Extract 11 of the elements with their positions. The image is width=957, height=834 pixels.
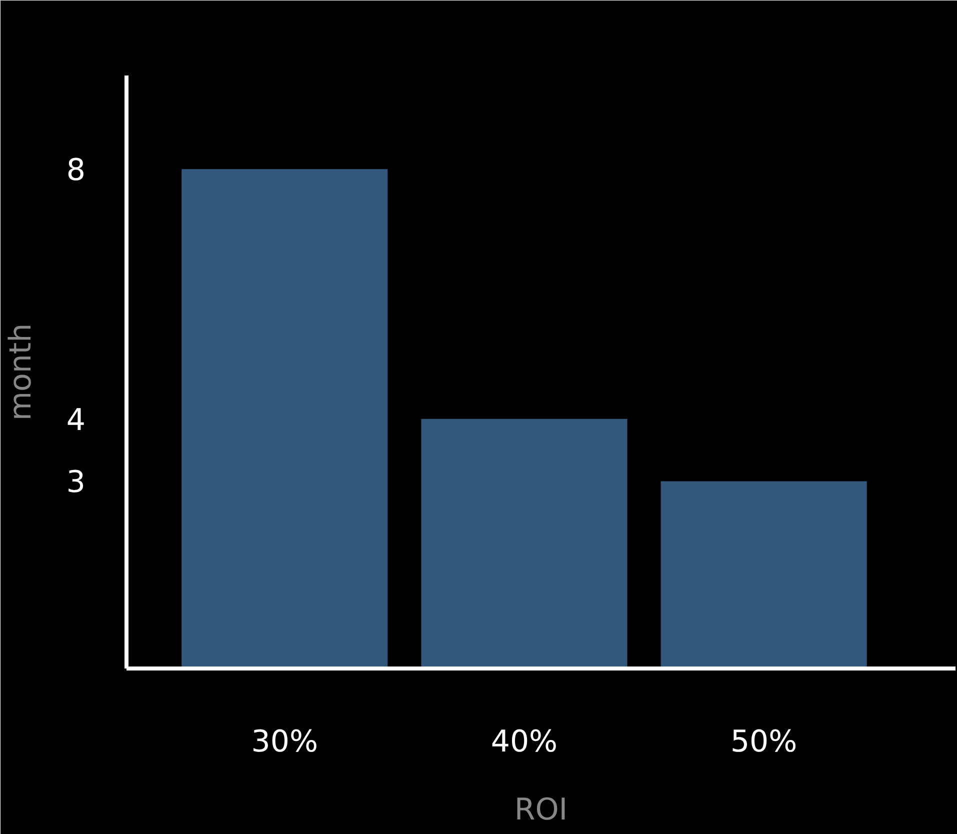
- y-tick-label: 3: [66, 465, 86, 500]
- bar: [421, 418, 628, 668]
- y-tick-label: 8: [66, 153, 86, 188]
- x-tick-label: 30%: [251, 724, 318, 760]
- x-tick-label: 50%: [730, 724, 798, 760]
- y-tick-label: 4: [66, 402, 86, 438]
- bar: [182, 169, 388, 668]
- y-axis-title: month: [3, 323, 38, 421]
- x-tick-label: 40%: [490, 724, 558, 760]
- bar: [660, 481, 867, 668]
- x-axis-title: ROI: [514, 792, 568, 828]
